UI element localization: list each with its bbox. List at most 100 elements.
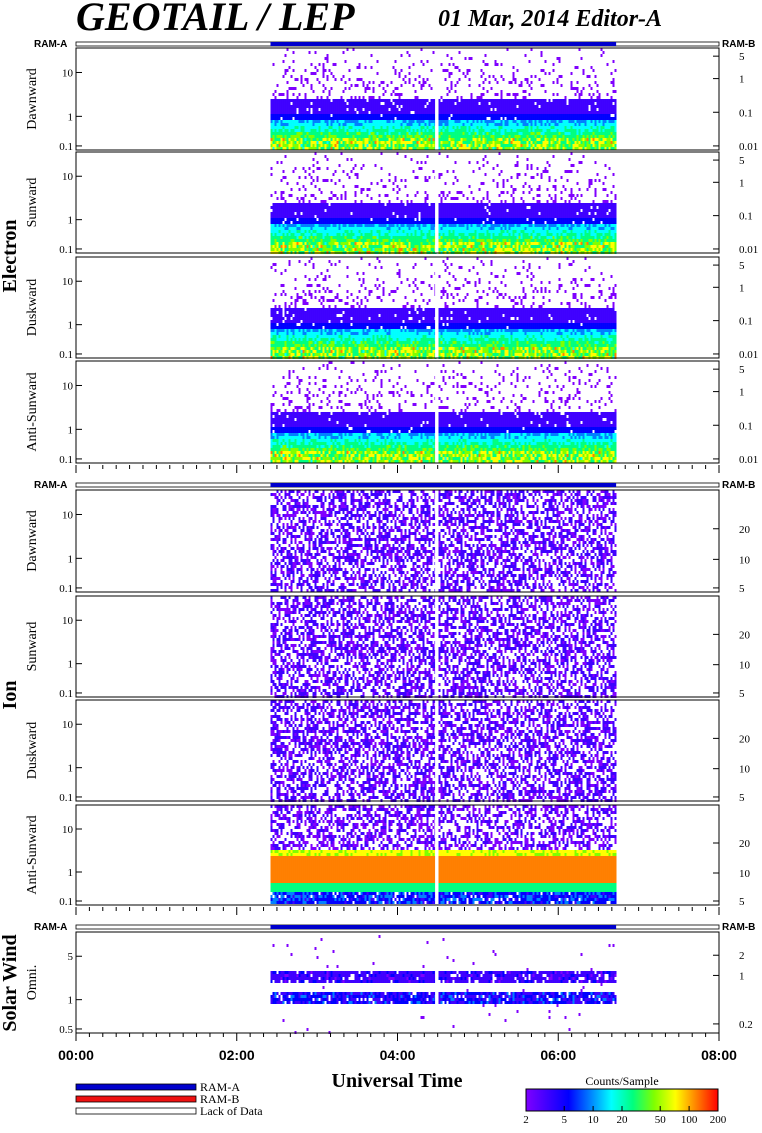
left-tick-label: 5 (68, 951, 74, 963)
left-tick-label: 0.1 (59, 792, 73, 804)
legend-swatch (76, 1096, 196, 1102)
legend-label: Lack of Data (200, 1104, 263, 1118)
right-tick-label: 5 (739, 792, 745, 804)
left-tick-label: 1 (68, 995, 74, 1007)
colorbar-tick-label: 200 (710, 1114, 727, 1126)
right-tick-label: 10 (739, 764, 751, 776)
right-tick-label: 1 (739, 970, 745, 982)
x-tick-label: 08:00 (701, 1047, 737, 1063)
group-label: Ion (0, 681, 21, 710)
panel-label: Anti-Sunward (25, 815, 40, 894)
right-tick-label: 5 (739, 688, 745, 700)
left-tick-label: 10 (62, 824, 74, 836)
ram-right-label: RAM-B (722, 39, 755, 50)
right-tick-label: 5 (739, 364, 745, 376)
ram-bar-fill (271, 483, 617, 487)
left-tick-label: 1 (68, 111, 74, 123)
x-tick-label: 06:00 (540, 1047, 576, 1063)
left-tick-label: 10 (62, 509, 74, 521)
x-tick-label: 00:00 (58, 1047, 94, 1063)
left-tick-label: 10 (62, 719, 74, 731)
panel-label: Sunward (25, 622, 40, 672)
right-tick-label: 5 (739, 583, 745, 595)
right-tick-label: 0.1 (739, 420, 753, 432)
colorbar: Counts/Sample 2 5 10 20 50 100 200 (523, 1074, 727, 1126)
left-tick-label: 0.1 (59, 141, 73, 153)
left-tick-label: 0.1 (59, 583, 73, 595)
right-tick-label: 1 (739, 74, 745, 86)
ram-left-label: RAM-A (34, 39, 67, 50)
panel-label: Duskward (25, 279, 40, 337)
left-tick-label: 1 (68, 763, 74, 775)
panel-label: Sunward (25, 178, 40, 228)
left-tick-label: 10 (62, 380, 74, 392)
colorbar-title: Counts/Sample (585, 1074, 658, 1088)
right-tick-label: 0.2 (739, 1019, 753, 1031)
right-tick-label: 0.1 (739, 107, 753, 119)
ram-right-label: RAM-B (722, 480, 755, 491)
spectrogram-Ion-Dawnward (271, 490, 617, 592)
spectrogram-Ion-Anti-Sunward (271, 805, 617, 905)
legend-swatch (76, 1084, 196, 1090)
x-tick-label: 04:00 (380, 1047, 416, 1063)
left-tick-label: 10 (62, 171, 74, 183)
right-tick-label: 10 (739, 554, 751, 566)
left-tick-label: 0.1 (59, 244, 73, 256)
panel-label: Dawnward (25, 68, 40, 129)
ram-right-label: RAM-B (722, 922, 755, 933)
left-tick-label: 1 (68, 867, 74, 879)
panel-label: Duskward (25, 722, 40, 780)
left-tick-label: 1 (68, 424, 74, 436)
right-tick-label: 0.01 (739, 141, 758, 153)
right-tick-label: 0.1 (739, 316, 753, 328)
right-tick-label: 5 (739, 260, 745, 272)
ram-bar-fill (271, 925, 617, 929)
right-tick-label: 1 (739, 177, 745, 189)
colorbar-tick-label: 50 (655, 1114, 667, 1126)
colorbar-tick-label: 5 (561, 1114, 567, 1126)
right-tick-label: 20 (739, 733, 751, 745)
spectrogram-Electron-Sunward (271, 152, 617, 254)
spectrogram-Solar Wind-Omni. (271, 932, 617, 1034)
right-tick-label: 0.01 (739, 349, 758, 361)
group-label: Solar Wind (0, 934, 21, 1031)
plot-title: GEOTAIL / LEP (76, 0, 355, 39)
right-tick-label: 0.01 (739, 454, 758, 466)
colorbar-tick-label: 10 (588, 1114, 600, 1126)
colorbar-tick-label: 20 (617, 1114, 629, 1126)
spectrogram-Electron-Duskward (271, 257, 617, 359)
panel-label: Anti-Sunward (25, 372, 40, 451)
right-tick-label: 20 (739, 524, 751, 536)
left-tick-label: 1 (68, 553, 74, 565)
right-tick-label: 1 (739, 387, 745, 399)
ram-bar-fill (271, 42, 617, 46)
panel-label: Dawnward (25, 510, 40, 571)
ram-left-label: RAM-A (34, 922, 67, 933)
spectrogram-Electron-Dawnward (271, 48, 617, 150)
left-tick-label: 0.1 (59, 896, 73, 908)
right-tick-label: 1 (739, 282, 745, 294)
right-tick-label: 5 (739, 51, 745, 63)
panel-label: Omni. (25, 965, 40, 1000)
right-tick-label: 2 (739, 950, 745, 962)
right-tick-label: 0.01 (739, 244, 758, 256)
colorbar-tick-label: 100 (681, 1114, 698, 1126)
left-tick-label: 10 (62, 615, 74, 627)
right-tick-label: 5 (739, 155, 745, 167)
legend-swatch (76, 1108, 196, 1114)
ram-left-label: RAM-A (34, 480, 67, 491)
left-tick-label: 1 (68, 659, 74, 671)
right-tick-label: 10 (739, 868, 751, 880)
spectrogram-Electron-Anti-Sunward (271, 361, 617, 463)
left-tick-label: 0.1 (59, 688, 73, 700)
left-tick-label: 0.1 (59, 454, 73, 466)
x-tick-label: 02:00 (219, 1047, 255, 1063)
x-axis-title: Universal Time (332, 1070, 463, 1092)
right-tick-label: 20 (739, 838, 751, 850)
spectrogram-Ion-Duskward (271, 700, 617, 802)
left-tick-label: 10 (62, 276, 74, 288)
colorbar-tick-label: 2 (523, 1114, 529, 1126)
right-tick-label: 10 (739, 660, 751, 672)
